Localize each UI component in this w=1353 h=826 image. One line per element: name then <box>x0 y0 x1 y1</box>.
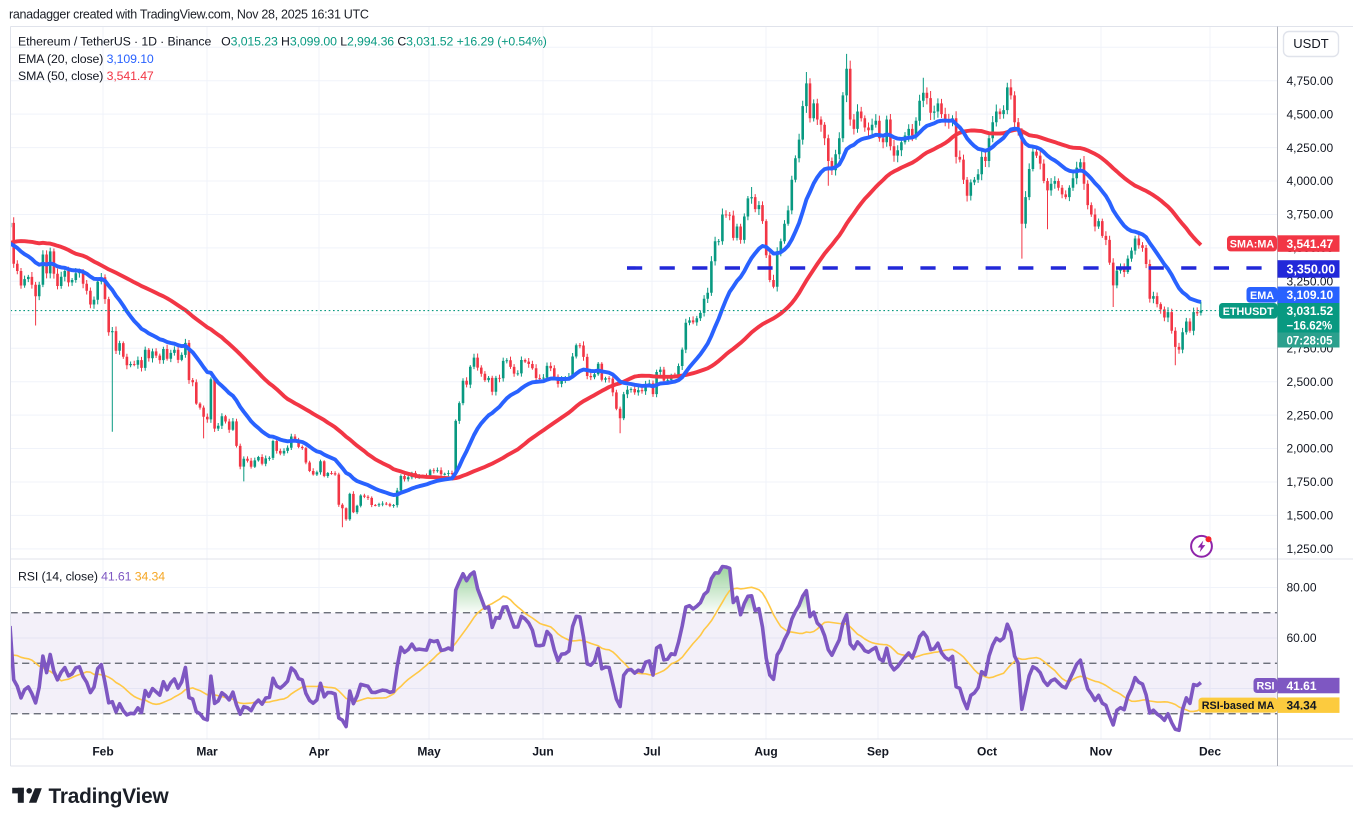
svg-text:Jun: Jun <box>532 745 553 759</box>
svg-text:1,750.00: 1,750.00 <box>1287 475 1334 489</box>
svg-text:EMA: EMA <box>1250 290 1274 302</box>
svg-text:ETHUSDT: ETHUSDT <box>1223 306 1274 318</box>
svg-text:34.34: 34.34 <box>1287 698 1317 712</box>
svg-text:Oct: Oct <box>977 745 997 759</box>
svg-text:3,031.52: 3,031.52 <box>1287 304 1334 318</box>
svg-text:Dec: Dec <box>1199 745 1221 759</box>
svg-text:1,500.00: 1,500.00 <box>1287 509 1334 523</box>
svg-text:41.61: 41.61 <box>1287 679 1317 693</box>
svg-text:3,541.47: 3,541.47 <box>1287 237 1334 251</box>
svg-text:May: May <box>417 745 441 759</box>
svg-text:Apr: Apr <box>309 745 330 759</box>
svg-text:1,250.00: 1,250.00 <box>1287 542 1334 556</box>
svg-text:Mar: Mar <box>196 745 218 759</box>
svg-text:3,109.10: 3,109.10 <box>1287 288 1334 302</box>
svg-text:Nov: Nov <box>1090 745 1113 759</box>
svg-text:3,250.00: 3,250.00 <box>1287 275 1334 289</box>
svg-text:USDT: USDT <box>1293 36 1328 51</box>
svg-text:−16.62%: −16.62% <box>1287 320 1333 332</box>
svg-text:Ethereum / TetherUS · 1D · Bin: Ethereum / TetherUS · 1D · Binance O3,01… <box>18 35 547 49</box>
svg-text:3,350.00: 3,350.00 <box>1287 263 1336 277</box>
svg-text:ranadagger created with Tradin: ranadagger created with TradingView.com,… <box>9 8 369 22</box>
svg-text:2,000.00: 2,000.00 <box>1287 442 1334 456</box>
svg-text:4,750.00: 4,750.00 <box>1287 74 1334 88</box>
svg-text:4,500.00: 4,500.00 <box>1287 107 1334 121</box>
svg-text:2,500.00: 2,500.00 <box>1287 375 1334 389</box>
svg-text:RSI-based MA: RSI-based MA <box>1202 700 1275 712</box>
svg-text:TradingView: TradingView <box>49 785 170 808</box>
svg-text:2,250.00: 2,250.00 <box>1287 408 1334 422</box>
svg-text:RSI: RSI <box>1257 681 1275 693</box>
svg-text:60.00: 60.00 <box>1287 631 1317 645</box>
svg-text:80.00: 80.00 <box>1287 581 1317 595</box>
svg-text:4,250.00: 4,250.00 <box>1287 141 1334 155</box>
svg-text:EMA (20, close) 3,109.10: EMA (20, close) 3,109.10 <box>18 52 154 66</box>
svg-text:Feb: Feb <box>92 745 113 759</box>
svg-text:SMA (50, close) 3,541.47: SMA (50, close) 3,541.47 <box>18 69 154 83</box>
svg-text:RSI (14, close) 41.61 34.34: RSI (14, close) 41.61 34.34 <box>18 570 165 584</box>
svg-text:3,750.00: 3,750.00 <box>1287 208 1334 222</box>
svg-text:Jul: Jul <box>643 745 660 759</box>
svg-text:SMA:MA: SMA:MA <box>1230 239 1275 251</box>
svg-text:Aug: Aug <box>754 745 777 759</box>
svg-text:07:28:05: 07:28:05 <box>1287 335 1334 347</box>
svg-text:Sep: Sep <box>867 745 889 759</box>
svg-text:4,000.00: 4,000.00 <box>1287 174 1334 188</box>
